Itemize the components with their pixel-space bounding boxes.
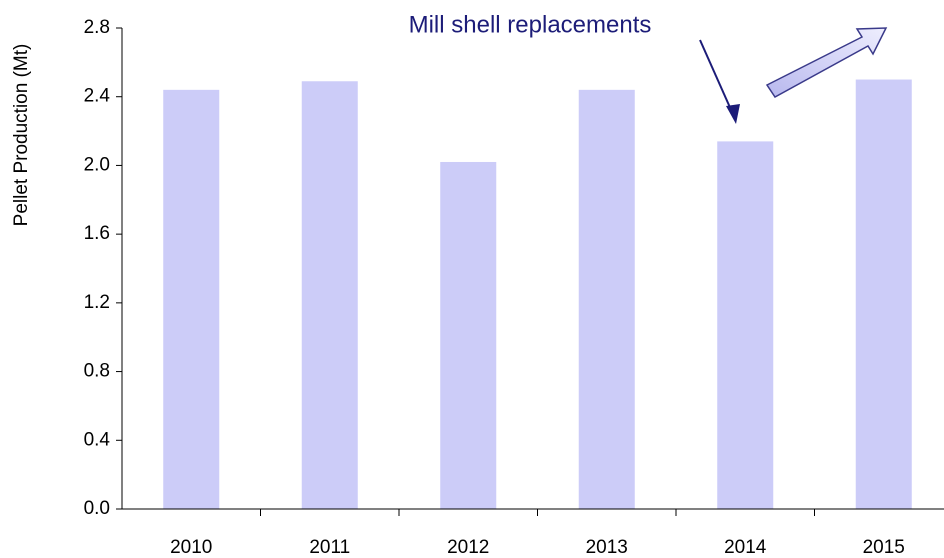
y-tick-label: 2.0 (84, 154, 110, 175)
y-tick-label: 2.8 (84, 17, 110, 38)
bar (578, 89, 635, 509)
bar (717, 141, 774, 509)
x-tick-label: 2013 (586, 537, 628, 558)
bar (855, 79, 912, 510)
bar (163, 89, 220, 509)
bar (440, 161, 497, 509)
x-tick-label: 2011 (309, 537, 350, 558)
y-axis-label: Pellet Production (Mt) (11, 44, 32, 227)
annotation: Mill shell replacements (409, 11, 652, 38)
y-tick-label: 1.6 (84, 223, 110, 244)
trend-arrow (765, 27, 888, 98)
annotation-arrowhead (726, 104, 740, 124)
x-tick-label: 2014 (724, 537, 767, 558)
bar (301, 81, 358, 509)
y-tick-label: 0.0 (84, 498, 110, 519)
y-tick-label: 0.8 (84, 361, 110, 382)
y-tick-label: 2.4 (84, 86, 111, 107)
x-tick-label: 2010 (170, 537, 212, 558)
annotation-arrow (699, 39, 733, 113)
y-tick-label: 1.2 (84, 292, 110, 313)
y-tick-label: 0.4 (84, 429, 111, 450)
x-tick-label: 2012 (447, 537, 489, 558)
x-tick-label: 2015 (863, 537, 905, 558)
